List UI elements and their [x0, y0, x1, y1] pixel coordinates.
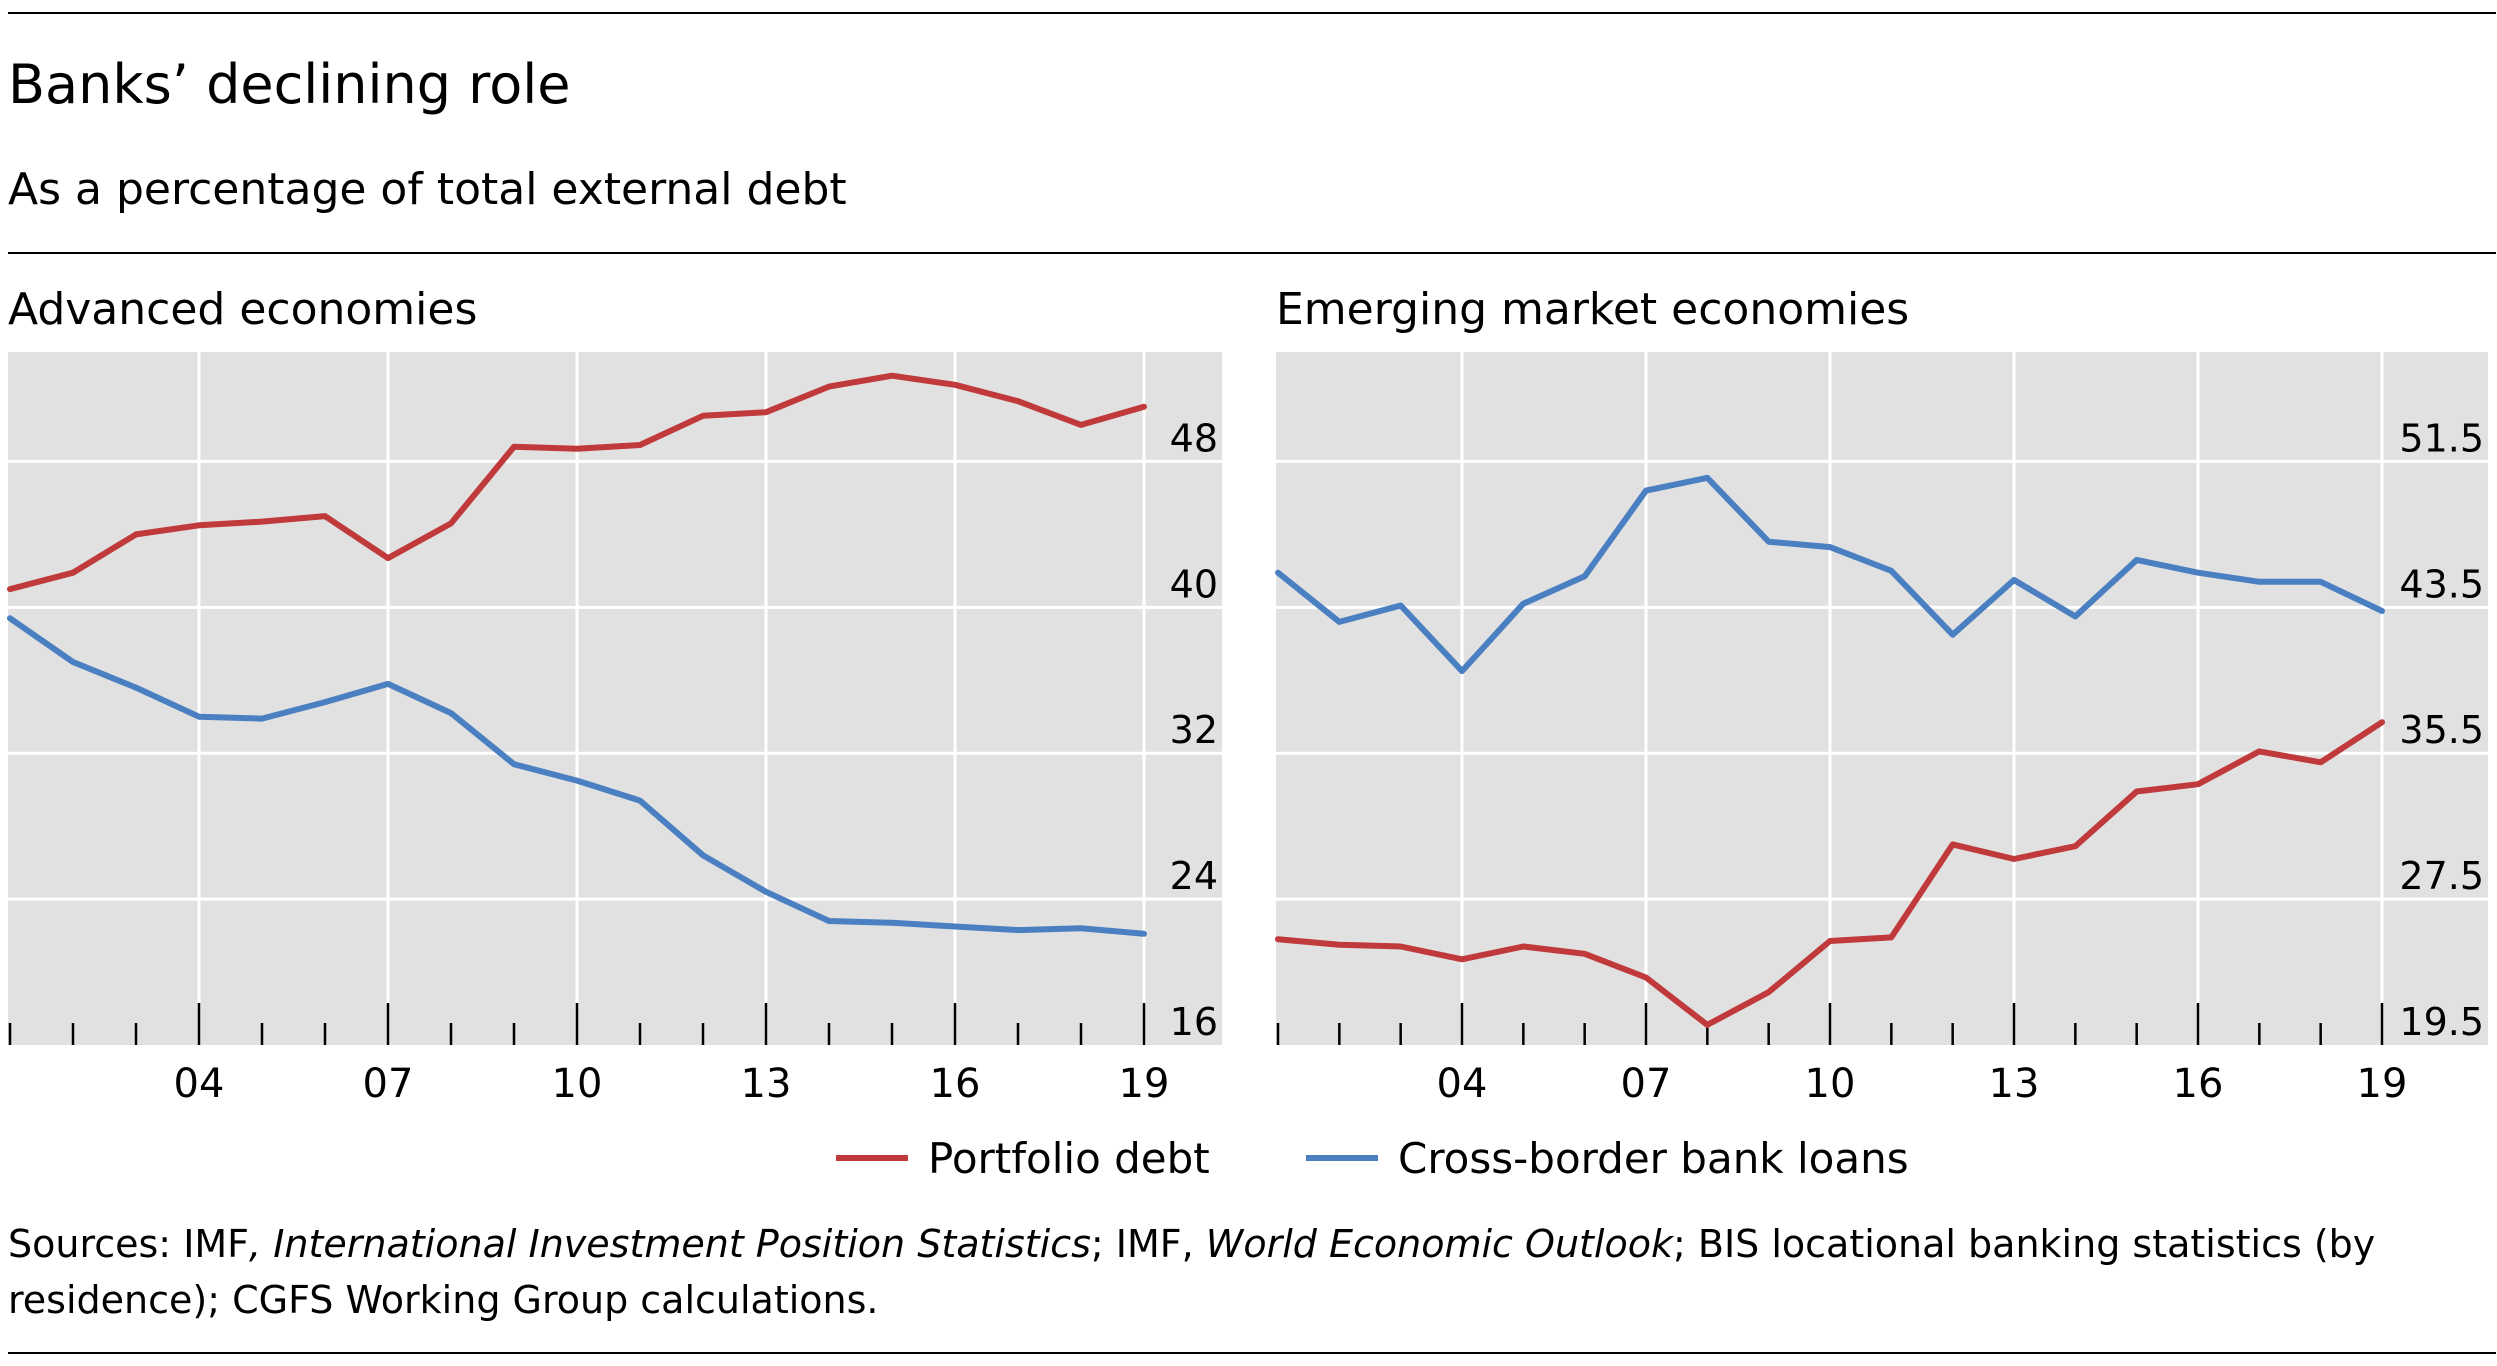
plot-area [1276, 352, 2488, 1045]
x-tick-label: 13 [741, 1061, 792, 1107]
series-line-cross-border-bank-loans [7, 615, 1147, 937]
x-tick-label: 19 [1119, 1061, 1170, 1107]
y-tick-label: 51.5 [2399, 416, 2484, 460]
x-tick-label: 10 [1805, 1061, 1856, 1107]
y-tick-label: 19.5 [2399, 1000, 2484, 1044]
legend-label-portfolio: Portfolio debt [928, 1133, 1210, 1183]
y-tick-label: 48 [1170, 416, 1218, 460]
x-tick-label: 04 [174, 1061, 225, 1107]
legend-item-portfolio: Portfolio debt [836, 1130, 1210, 1186]
x-tick-label: 16 [930, 1061, 981, 1107]
y-tick-label: 32 [1170, 708, 1218, 752]
sources-iips: International Investment Position Statis… [273, 1222, 1091, 1266]
page-title: Banks’ declining role [8, 53, 571, 116]
y-tick-label: 35.5 [2399, 708, 2484, 752]
x-tick-label: 16 [2173, 1061, 2224, 1107]
series-line-portfolio-debt [7, 372, 1147, 593]
x-tick-label: 19 [2357, 1061, 2408, 1107]
y-tick-label: 27.5 [2399, 854, 2484, 898]
sources-comma: , [249, 1222, 274, 1266]
top-rule [8, 12, 2496, 14]
x-tick-label: 13 [1989, 1061, 2040, 1107]
x-tick-label: 07 [1621, 1061, 1672, 1107]
panel-title-advanced: Advanced economies [8, 284, 478, 335]
plot-area [8, 352, 1222, 1045]
y-tick-label: 16 [1170, 1000, 1218, 1044]
y-tick-label: 43.5 [2399, 562, 2484, 606]
header-rule [8, 252, 2496, 254]
bottom-rule [8, 1352, 2496, 1354]
legend-item-bank: Cross-border bank loans [1306, 1130, 1909, 1186]
legend-swatch-portfolio [836, 1155, 908, 1161]
y-tick-label: 24 [1170, 854, 1218, 898]
y-tick-label: 40 [1170, 562, 1218, 606]
panel-emerging-market-economies: 19.5 27.5 35.5 43.5 51.5 04 07 10 13 16 19 [1275, 352, 2488, 1107]
x-tick-label: 04 [1437, 1061, 1488, 1107]
page-subtitle: As a percentage of total external debt [8, 164, 847, 215]
sources-prefix: Sources: IMF [8, 1222, 250, 1266]
legend-swatch-bank [1306, 1155, 1378, 1161]
sources-note: Sources: IMF, International Investment P… [8, 1216, 2488, 1328]
series-line-portfolio-debt [1275, 719, 2385, 1028]
sources-mid: ; IMF, [1090, 1222, 1206, 1266]
sources-suffix: ; BIS locational banking statistics (by … [8, 1222, 2376, 1322]
x-tick-label: 07 [363, 1061, 414, 1107]
panel-title-emerging: Emerging market economies [1276, 284, 1910, 335]
legend-label-bank: Cross-border bank loans [1398, 1133, 1909, 1183]
x-tick-label: 10 [552, 1061, 603, 1107]
series-line-cross-border-bank-loans [1275, 474, 2385, 675]
sources-weo: World Economic Outlook [1205, 1222, 1673, 1266]
